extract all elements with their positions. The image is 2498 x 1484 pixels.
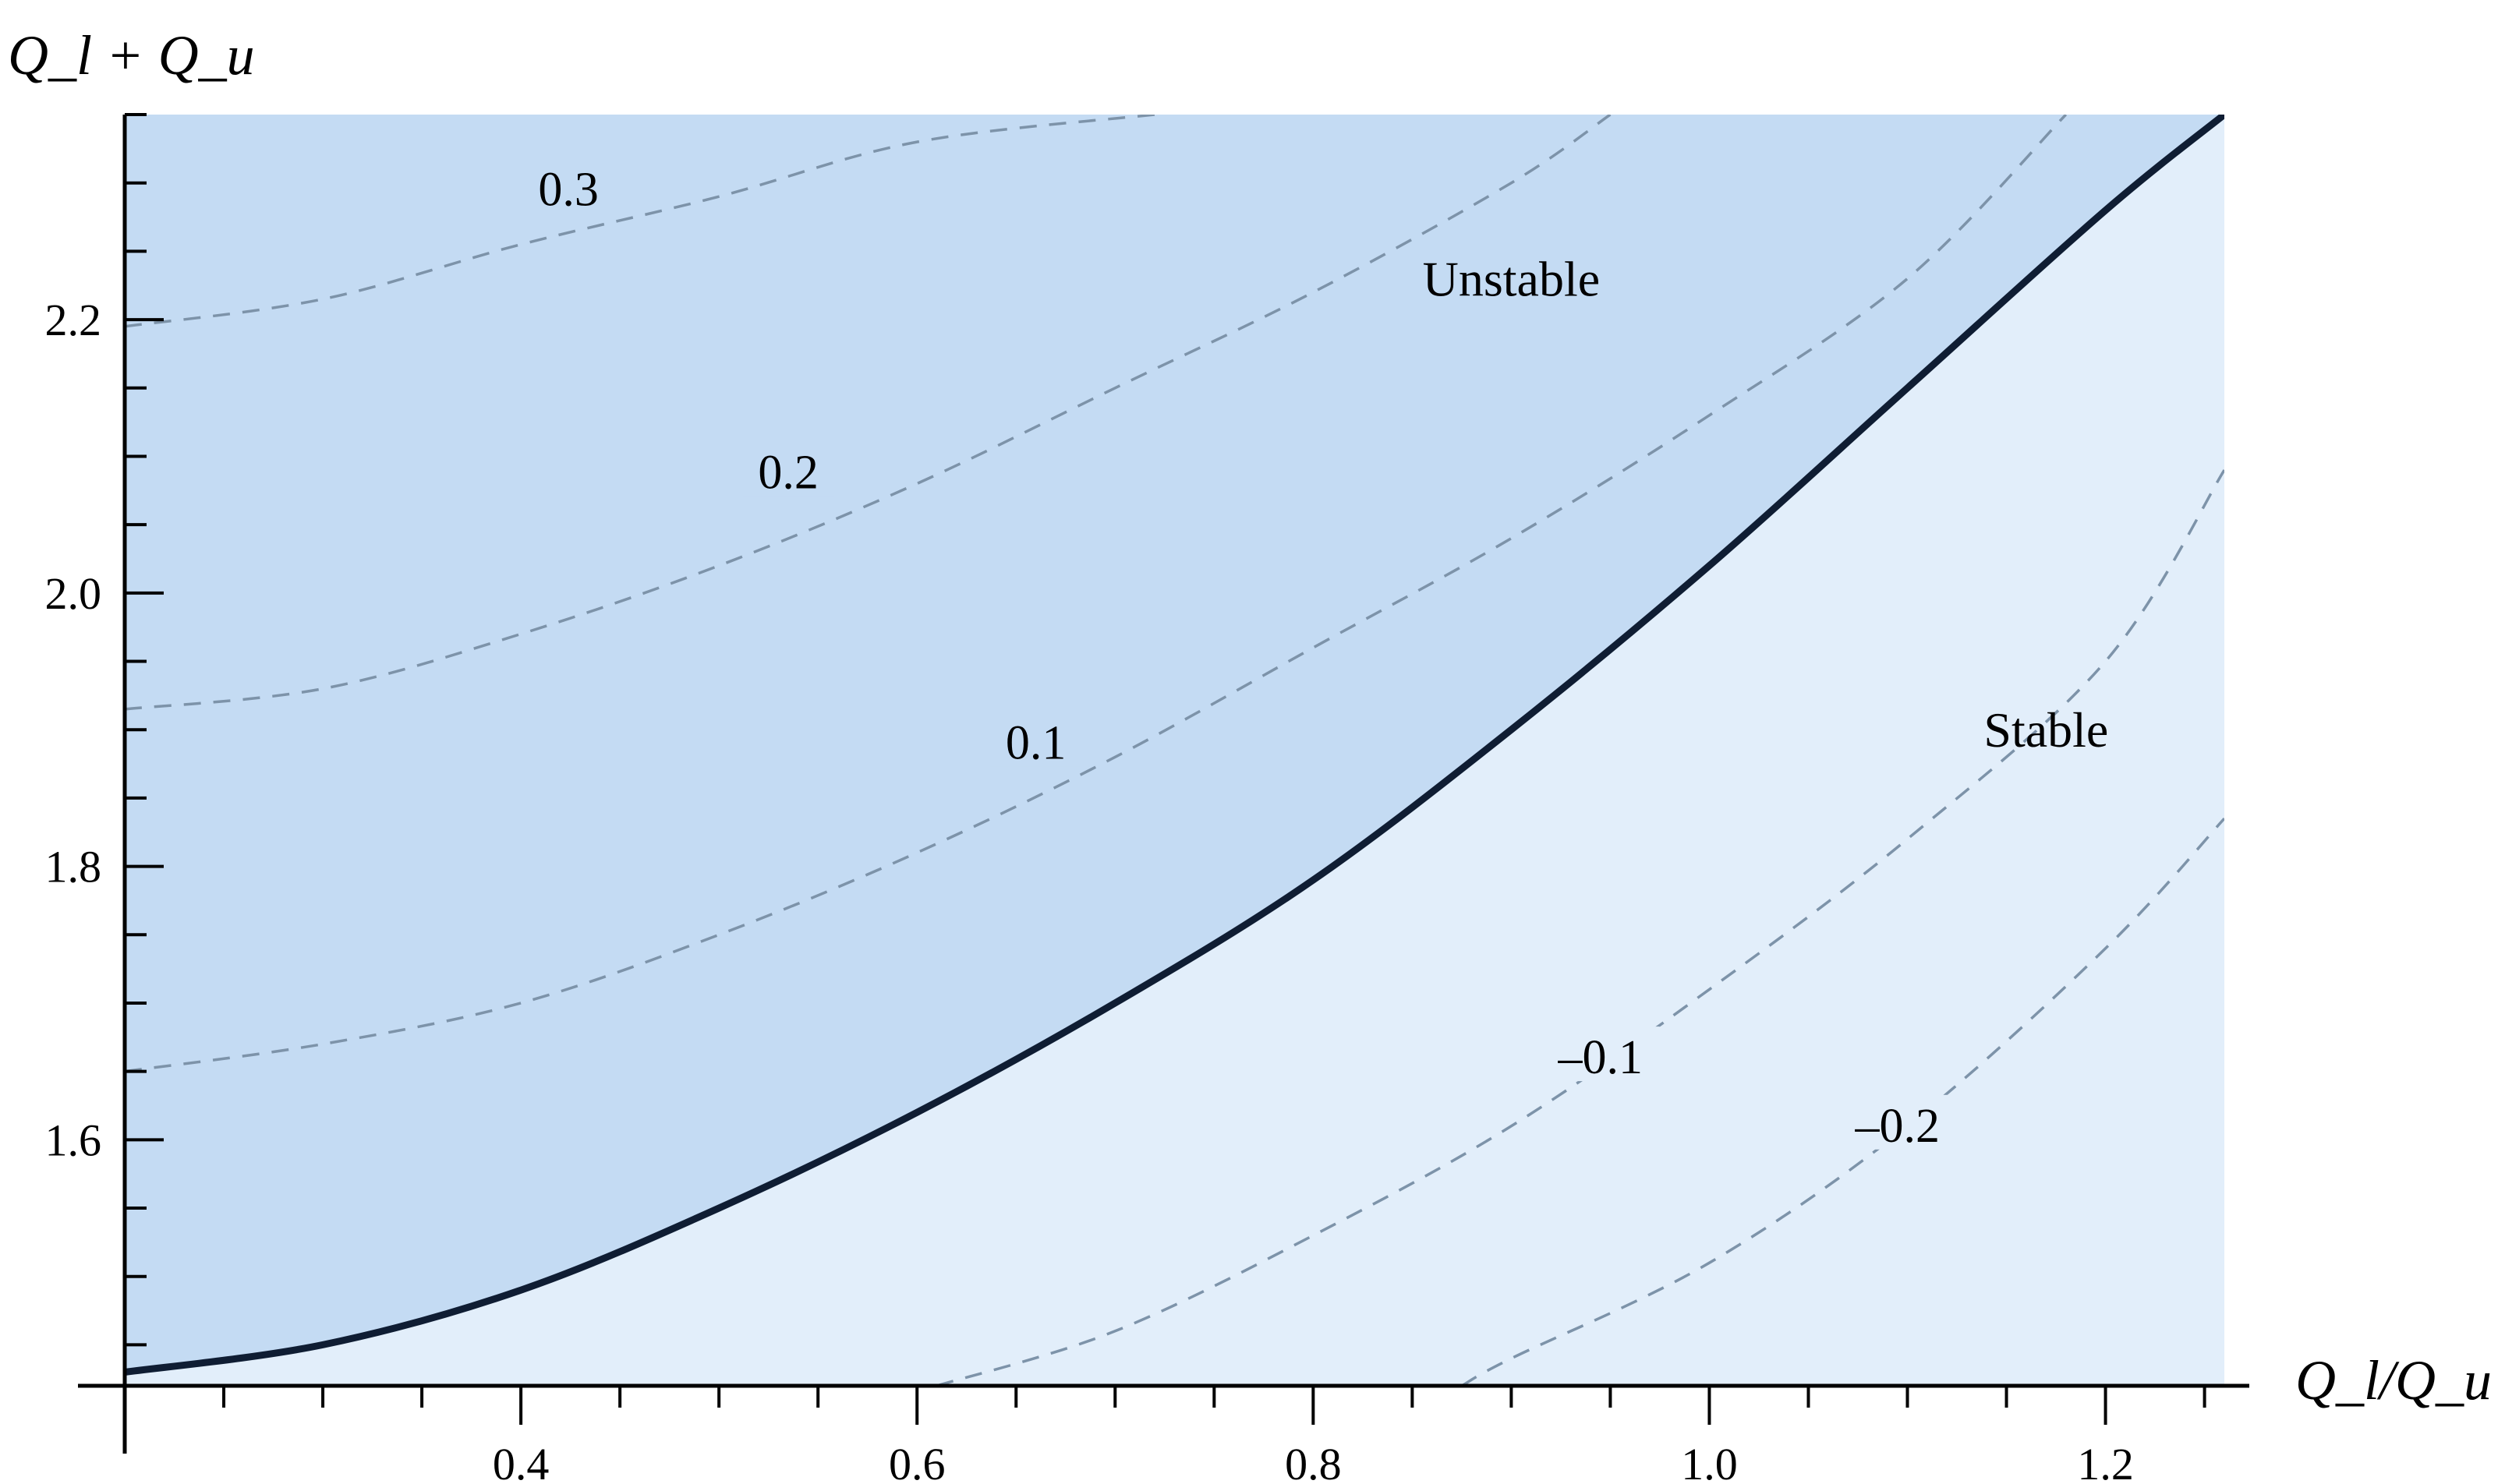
contour-label-2: 0.1 bbox=[1006, 717, 1067, 770]
y-axis: 1.6 1.8 2.0 2.2 bbox=[45, 113, 164, 1454]
contour-line-0 bbox=[125, 115, 1155, 328]
contour-label-bg-1 bbox=[742, 441, 835, 496]
region-label-stable: Stable bbox=[1983, 702, 2108, 758]
plot-area bbox=[125, 115, 2224, 1386]
x-tick-label: 1.0 bbox=[1681, 1439, 1738, 1484]
unstable-region bbox=[125, 115, 2224, 1373]
contour-label-bg-4 bbox=[1838, 1094, 1957, 1150]
contour-label-bg-0 bbox=[522, 158, 615, 214]
x-axis: 0.4 0.6 0.8 1.0 1.2 bbox=[78, 1383, 2249, 1484]
y-tick-label: 1.8 bbox=[45, 842, 102, 892]
contour-label-3: –0.1 bbox=[1557, 1031, 1643, 1084]
contour-line-1 bbox=[125, 115, 1612, 711]
y-tick-label: 2.2 bbox=[45, 295, 102, 345]
contour-label-bg-3 bbox=[1541, 1026, 1660, 1082]
y-tick-label: 1.6 bbox=[45, 1115, 102, 1165]
x-tick-label: 1.2 bbox=[2077, 1439, 2134, 1484]
region-label-unstable: Unstable bbox=[1423, 251, 1601, 306]
x-tick-label: 0.8 bbox=[1285, 1439, 1342, 1484]
x-axis-label: Q_l/Q_u bbox=[2295, 1349, 2492, 1412]
stability-boundary-curve bbox=[125, 115, 2224, 1376]
contour-line-2 bbox=[125, 115, 2068, 1073]
x-tick-label: 0.4 bbox=[493, 1439, 550, 1484]
contour-label-0: 0.3 bbox=[538, 163, 599, 216]
contour-label-bg-2 bbox=[989, 712, 1082, 767]
x-tick-label: 0.6 bbox=[889, 1439, 946, 1484]
contour-label-1: 0.2 bbox=[758, 446, 819, 499]
contour-label-4: –0.2 bbox=[1855, 1100, 1941, 1153]
y-axis-label: Q_l + Q_u bbox=[8, 24, 255, 87]
y-tick-label: 2.0 bbox=[45, 568, 102, 619]
contour-line-4 bbox=[1461, 818, 2224, 1386]
annotations: 0.3 0.2 0.1 –0.1 –0.2 Unstable Stable Q_l/Q_u Q_… bbox=[8, 24, 2492, 1412]
